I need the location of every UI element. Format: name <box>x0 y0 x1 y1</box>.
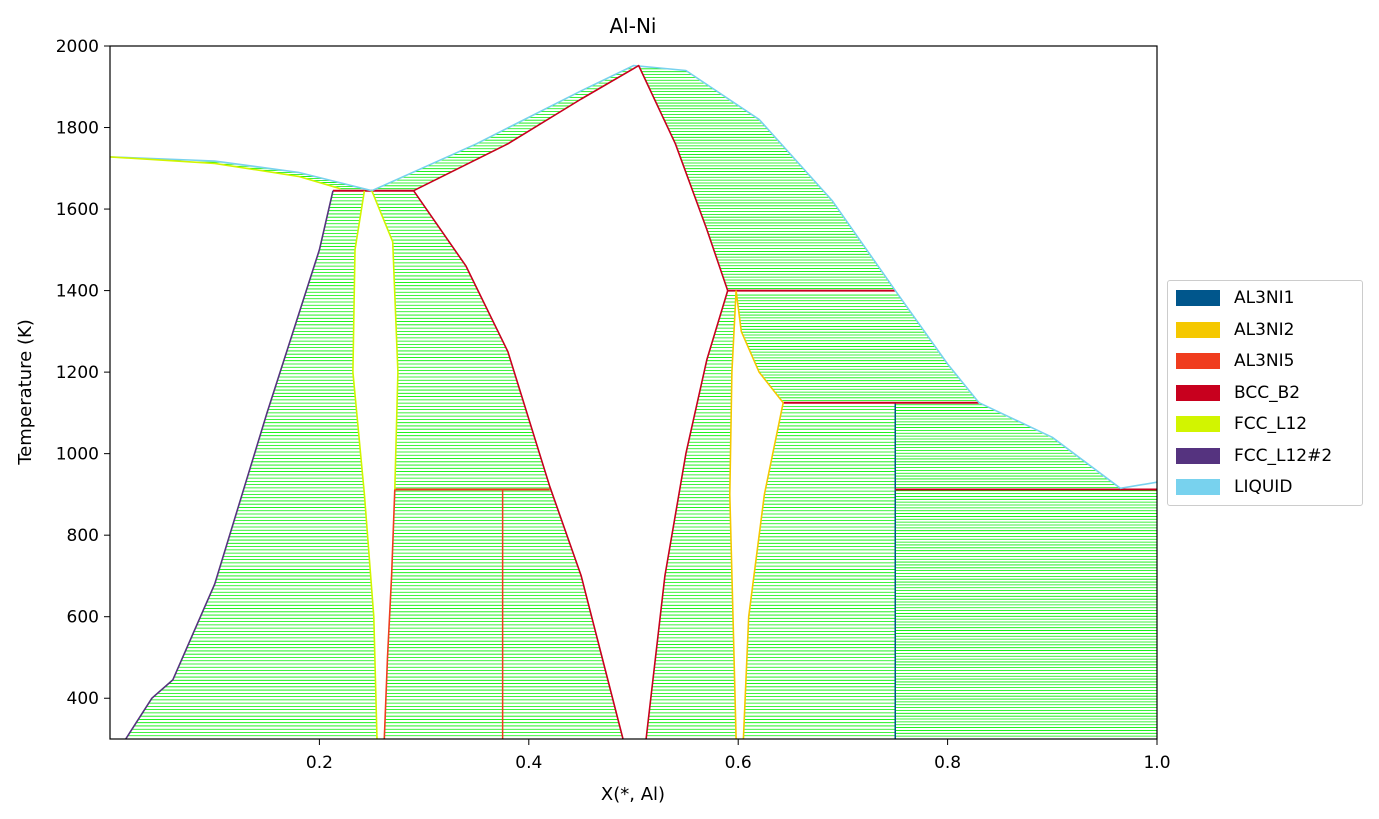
phase-boundary-bcc_b2 <box>412 190 624 739</box>
legend-swatch <box>1176 447 1220 464</box>
legend: AL3NI1 AL3NI2 AL3NI5 BCC_B2 FCC_L12 FCC_L12#2… <box>1167 280 1363 506</box>
legend-label: AL3NI1 <box>1234 288 1295 308</box>
legend-swatch <box>1176 479 1220 495</box>
phase-boundary-al3ni2 <box>729 290 737 739</box>
x-tick-label: 0.2 <box>306 753 333 773</box>
y-tick-label: 1200 <box>56 363 99 383</box>
legend-label: LIQUID <box>1234 477 1293 497</box>
x-tick-label: 0.6 <box>725 753 752 773</box>
legend-swatch <box>1176 290 1220 306</box>
legend-item: LIQUID <box>1176 476 1292 498</box>
legend-item: BCC_B2 <box>1176 382 1300 404</box>
phase-boundary-fcc_l12 <box>371 190 399 490</box>
legend-label: AL3NI2 <box>1234 319 1295 340</box>
legend-label: FCC_L12#2 <box>1234 445 1333 466</box>
y-tick-label: 1800 <box>56 119 99 139</box>
phase-boundary-fcc_l12 <box>110 156 341 190</box>
x-axis-label: X(*, Al) <box>601 784 665 805</box>
phase-boundary-liquid <box>371 64 1157 490</box>
x-tick-label: 0.8 <box>934 753 961 773</box>
y-tick-label: 1600 <box>56 200 99 220</box>
legend-swatch <box>1176 353 1220 369</box>
legend-swatch <box>1176 416 1220 432</box>
phase-boundary-fcc_l12 <box>352 190 378 739</box>
y-tick-label: 1400 <box>56 282 99 302</box>
legend-label: BCC_B2 <box>1234 382 1301 403</box>
x-tick-label: 0.4 <box>515 753 542 773</box>
legend-item: AL3NI5 <box>1176 350 1294 372</box>
y-axis: 400 600 800 1000 1200 1400 1600 1800 2000 <box>56 37 110 709</box>
y-tick-label: 1000 <box>56 445 99 465</box>
legend-item: AL3NI2 <box>1176 319 1294 341</box>
y-tick-label: 800 <box>67 526 99 546</box>
y-tick-label: 2000 <box>56 37 99 57</box>
legend-label: FCC_L12 <box>1234 414 1308 434</box>
phase-boundary-al3ni2 <box>735 290 784 739</box>
phase-boundary-liquid <box>110 156 372 192</box>
legend-label: AL3NI5 <box>1234 351 1295 371</box>
legend-item: FCC_L12#2 <box>1176 445 1332 467</box>
y-tick-label: 600 <box>67 608 99 628</box>
y-axis-label: Temperature (K) <box>15 319 36 466</box>
phase-boundary-bcc_b2 <box>413 64 729 291</box>
legend-swatch <box>1176 321 1220 338</box>
legend-item: FCC_L12 <box>1176 413 1307 435</box>
plot-area <box>110 64 1157 739</box>
legend-swatch <box>1176 384 1220 401</box>
y-tick-label: 400 <box>67 689 99 709</box>
phase-boundary-bcc_b2 <box>645 290 729 739</box>
axes-frame <box>109 45 1158 740</box>
chart-title: Al-Ni <box>610 14 657 38</box>
x-axis: 0.2 0.4 0.6 0.8 1.0 <box>306 739 1171 773</box>
phase-boundary-fcc_l12-2 <box>125 190 334 739</box>
x-tick-label: 1.0 <box>1143 753 1170 773</box>
phase-boundary-al3ni5 <box>383 489 396 739</box>
legend-item: AL3NI1 <box>1176 287 1294 309</box>
